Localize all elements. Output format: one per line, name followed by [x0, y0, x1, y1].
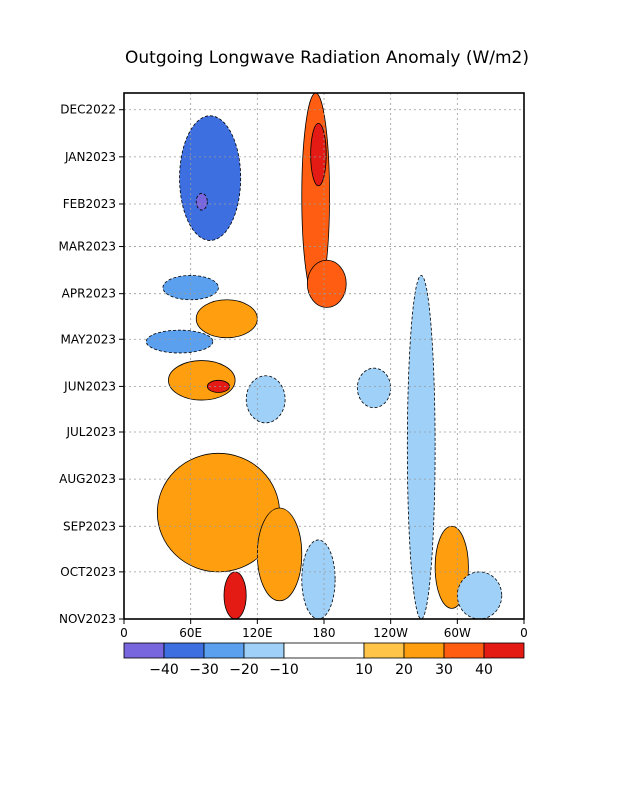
anomaly-region	[301, 539, 336, 619]
x-tick-label: 0	[520, 626, 528, 640]
anomaly-region	[306, 259, 347, 308]
y-tick-label: MAY2023	[61, 332, 117, 346]
y-tick-label: MAR2023	[59, 240, 116, 254]
y-tick-label: FEB2023	[63, 197, 116, 211]
anomaly-region	[406, 275, 436, 619]
y-tick-label: JUN2023	[63, 379, 116, 393]
colorbar-label: 40	[475, 662, 493, 678]
x-tick-label: 120E	[242, 626, 273, 640]
colorbar-label: −40	[149, 662, 179, 678]
anomaly-region	[145, 329, 214, 354]
anomaly-region	[245, 375, 286, 424]
x-axis: 0 60E 120E 180 120W 60W 0	[120, 619, 528, 640]
anomaly-region	[356, 367, 392, 409]
x-tick-label: 120W	[373, 626, 408, 640]
chart-title: Outgoing Longwave Radiation Anomaly (W/m…	[125, 48, 529, 68]
y-tick-label: APR2023	[62, 287, 116, 301]
x-tick-label: 0	[120, 626, 128, 640]
anomaly-region	[256, 507, 303, 602]
y-tick-label: JAN2023	[64, 150, 116, 164]
colorbar-swatch	[403, 642, 445, 659]
anomaly-region	[168, 360, 236, 401]
colorbar-label: −20	[229, 662, 259, 678]
colorbar-swatch	[123, 642, 165, 659]
anomaly-region	[310, 123, 327, 187]
y-tick-label: NOV2023	[59, 612, 116, 626]
x-tick-label: 60W	[444, 626, 471, 640]
colorbar-label: 10	[355, 662, 373, 678]
y-axis: DEC2022 JAN2023 FEB2023 MAR2023 APR2023 MAY20…	[59, 103, 124, 626]
colorbar-swatch	[163, 642, 205, 659]
colorbar-swatch	[363, 642, 405, 659]
anomaly-region	[223, 571, 247, 619]
colorbar-label: 20	[395, 662, 413, 678]
y-tick-label: DEC2022	[60, 103, 116, 117]
colorbar-swatch	[203, 642, 245, 659]
colorbar-swatch	[483, 642, 525, 659]
x-tick-label: 60E	[179, 626, 202, 640]
colorbar-swatch	[283, 642, 365, 659]
y-tick-label: JUL2023	[65, 425, 116, 439]
anomaly-region	[195, 299, 258, 339]
y-tick-label: SEP2023	[63, 519, 116, 533]
y-tick-label: OCT2023	[60, 565, 116, 579]
colorbar-label: −10	[269, 662, 299, 678]
colorbar-label: 30	[435, 662, 453, 678]
colorbar-swatch	[243, 642, 285, 659]
anomaly-region	[179, 115, 242, 241]
colorbar-label: −30	[189, 662, 219, 678]
colorbar-swatch	[443, 642, 485, 659]
anomaly-field	[145, 93, 503, 619]
anomaly-region	[456, 571, 503, 619]
anomaly-region	[195, 192, 208, 211]
colorbar: −40 −30 −20 −10 10 20 30 40	[123, 642, 525, 678]
y-tick-label: AUG2023	[59, 472, 116, 486]
x-tick-label: 180	[313, 626, 336, 640]
